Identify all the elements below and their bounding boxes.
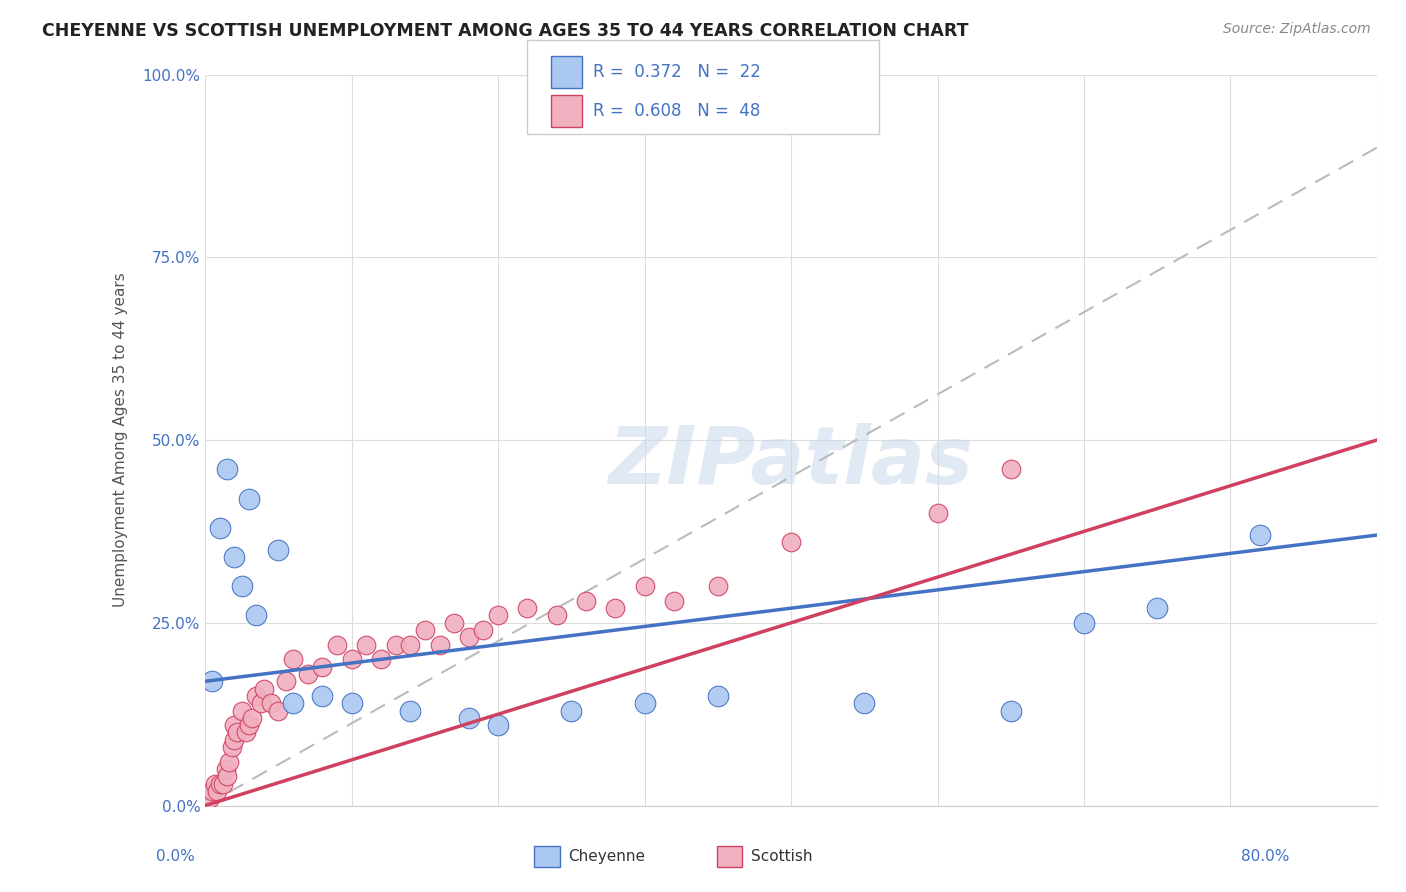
Point [231, 579, 253, 593]
Point [267, 704, 290, 718]
Point [575, 594, 598, 608]
Point [208, 777, 231, 791]
Point [217, 462, 239, 476]
Point [250, 696, 273, 710]
Text: R =  0.372   N =  22: R = 0.372 N = 22 [593, 62, 761, 80]
Point [274, 674, 297, 689]
Point [384, 638, 406, 652]
Point [311, 659, 333, 673]
Point [356, 638, 378, 652]
Point [340, 696, 363, 710]
Point [245, 608, 267, 623]
Text: 80.0%: 80.0% [1241, 849, 1289, 863]
Text: 0.0%: 0.0% [156, 849, 195, 863]
Point [457, 711, 479, 725]
Point [413, 623, 436, 637]
Point [370, 652, 392, 666]
Point [224, 718, 246, 732]
Point [205, 784, 228, 798]
Text: Scottish: Scottish [751, 849, 813, 863]
Point [707, 689, 730, 703]
Point [1073, 615, 1095, 630]
Y-axis label: Unemployment Among Ages 35 to 44 years: Unemployment Among Ages 35 to 44 years [114, 273, 128, 607]
Text: Source: ZipAtlas.com: Source: ZipAtlas.com [1223, 22, 1371, 37]
Point [204, 777, 226, 791]
Point [221, 740, 243, 755]
Point [443, 615, 465, 630]
Point [201, 674, 224, 689]
Point [605, 601, 627, 615]
Point [217, 769, 239, 783]
Point [281, 652, 304, 666]
Point [662, 594, 685, 608]
Point [245, 689, 267, 703]
Point [486, 718, 509, 732]
Point [198, 791, 221, 805]
Point [1000, 462, 1022, 476]
Point [297, 667, 319, 681]
Point [1249, 528, 1271, 542]
Point [231, 704, 253, 718]
Point [226, 725, 249, 739]
Point [224, 549, 246, 564]
Point [1146, 601, 1168, 615]
Point [633, 579, 655, 593]
Point [253, 681, 276, 696]
Point [235, 725, 257, 739]
Point [399, 704, 422, 718]
Point [238, 491, 260, 506]
Point [429, 638, 451, 652]
Point [516, 601, 538, 615]
Text: ZIPatlas: ZIPatlas [609, 423, 973, 501]
Point [224, 732, 246, 747]
Point [457, 631, 479, 645]
Point [853, 696, 876, 710]
Point [486, 608, 509, 623]
Point [311, 689, 333, 703]
Point [211, 777, 233, 791]
Point [267, 542, 290, 557]
Point [208, 521, 231, 535]
Point [326, 638, 349, 652]
Text: Cheyenne: Cheyenne [568, 849, 645, 863]
Point [633, 696, 655, 710]
Point [472, 623, 495, 637]
Point [201, 784, 224, 798]
Point [399, 638, 422, 652]
Point [707, 579, 730, 593]
Point [281, 696, 304, 710]
Text: R =  0.608   N =  48: R = 0.608 N = 48 [593, 102, 761, 120]
Point [260, 696, 283, 710]
Point [560, 704, 582, 718]
Point [546, 608, 568, 623]
Point [927, 506, 949, 520]
Point [218, 755, 240, 769]
Point [340, 652, 363, 666]
Point [1000, 704, 1022, 718]
Point [780, 535, 803, 549]
Point [215, 762, 238, 776]
Text: CHEYENNE VS SCOTTISH UNEMPLOYMENT AMONG AGES 35 TO 44 YEARS CORRELATION CHART: CHEYENNE VS SCOTTISH UNEMPLOYMENT AMONG … [42, 22, 969, 40]
Point [238, 718, 260, 732]
Point [240, 711, 263, 725]
